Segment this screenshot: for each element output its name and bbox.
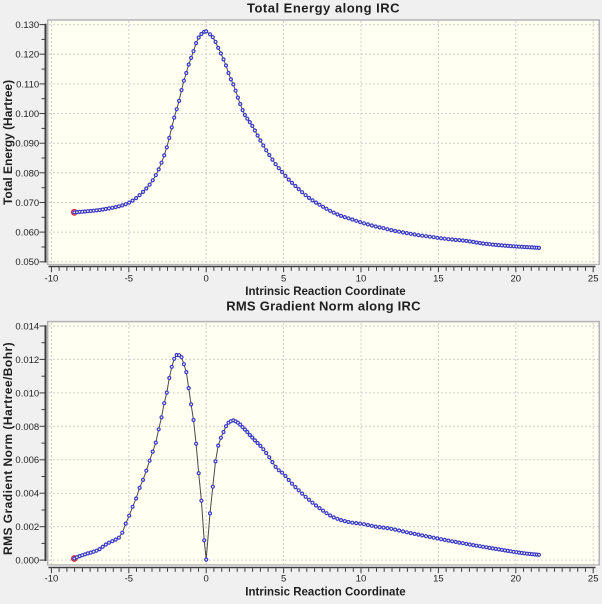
svg-text:0: 0: [204, 273, 209, 284]
svg-text:-10: -10: [45, 574, 59, 585]
svg-text:-10: -10: [45, 273, 59, 284]
svg-text:0.110: 0.110: [16, 79, 39, 90]
svg-text:RMS Gradient Norm (Hartree/Boh: RMS Gradient Norm (Hartree/Bohr): [1, 342, 15, 555]
svg-text:0.060: 0.060: [15, 228, 39, 239]
svg-text:0.012: 0.012: [15, 355, 39, 366]
svg-text:5: 5: [281, 273, 286, 284]
svg-text:0.002: 0.002: [15, 522, 39, 533]
svg-text:0.090: 0.090: [15, 139, 39, 150]
svg-text:0.120: 0.120: [15, 50, 39, 61]
svg-text:-5: -5: [125, 273, 133, 284]
svg-text:0.004: 0.004: [15, 489, 39, 500]
svg-text:5: 5: [281, 574, 286, 585]
svg-text:0.100: 0.100: [15, 109, 39, 120]
svg-text:Total Energy (Hartree): Total Energy (Hartree): [1, 80, 15, 205]
svg-text:25: 25: [588, 574, 599, 585]
svg-text:RMS Gradient Norm along IRC: RMS Gradient Norm along IRC: [226, 299, 421, 314]
svg-text:10: 10: [356, 273, 367, 284]
svg-text:20: 20: [511, 574, 522, 585]
svg-text:0: 0: [204, 574, 209, 585]
svg-text:15: 15: [433, 273, 444, 284]
svg-text:0.050: 0.050: [15, 257, 39, 268]
svg-text:Intrinsic Reaction Coordinate: Intrinsic Reaction Coordinate: [245, 286, 405, 298]
svg-text:-5: -5: [125, 574, 133, 585]
svg-text:0.130: 0.130: [15, 20, 39, 31]
svg-text:20: 20: [511, 273, 522, 284]
svg-text:0.080: 0.080: [15, 168, 39, 179]
svg-text:0.014: 0.014: [15, 321, 39, 332]
svg-text:15: 15: [433, 574, 444, 585]
svg-text:Total Energy along IRC: Total Energy along IRC: [247, 1, 400, 16]
svg-text:0.006: 0.006: [15, 455, 39, 466]
svg-text:0.010: 0.010: [15, 388, 39, 399]
svg-text:10: 10: [356, 574, 367, 585]
svg-text:0.070: 0.070: [15, 198, 39, 209]
svg-text:0.008: 0.008: [15, 422, 39, 433]
svg-text:Intrinsic Reaction Coordinate: Intrinsic Reaction Coordinate: [245, 587, 405, 599]
svg-text:0.000: 0.000: [15, 556, 39, 567]
svg-text:25: 25: [588, 273, 599, 284]
